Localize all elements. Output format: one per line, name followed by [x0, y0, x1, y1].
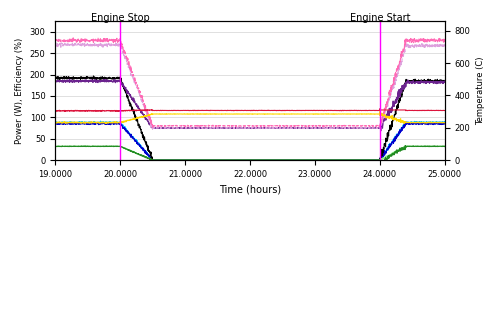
Y-axis label: Temperature (C): Temperature (C)	[476, 56, 485, 125]
Text: Engine Start: Engine Start	[350, 13, 410, 23]
Y-axis label: Power (W), Efficiency (%): Power (W), Efficiency (%)	[15, 37, 24, 144]
Text: Engine Stop: Engine Stop	[90, 13, 150, 23]
X-axis label: Time (hours): Time (hours)	[219, 184, 281, 194]
